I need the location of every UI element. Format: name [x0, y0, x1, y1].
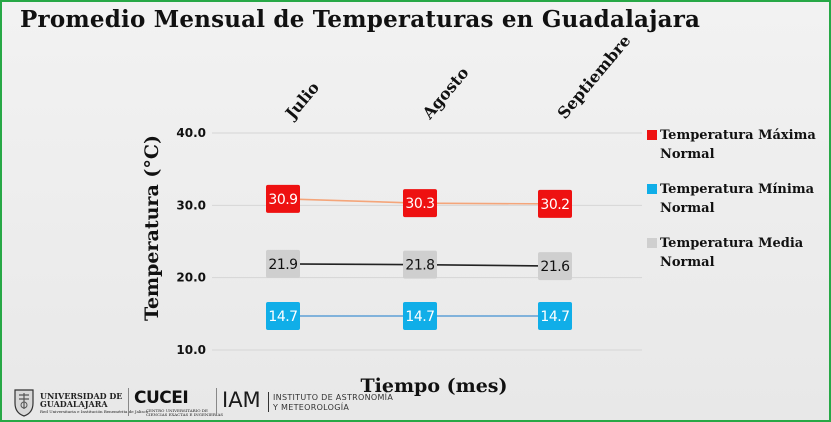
- data-point-box: [266, 249, 300, 278]
- iam-sub-line1: INSTITUTO DE ASTRONOMÍA: [273, 393, 394, 402]
- legend-label-maxima-line2: Normal: [660, 147, 715, 162]
- legend-swatch-maxima: [647, 130, 657, 140]
- iam-divider: [268, 392, 269, 412]
- data-label: 30.9: [268, 192, 297, 208]
- iam-logo: IAM INSTITUTO DE ASTRONOMÍA Y METEOROLOG…: [222, 386, 393, 420]
- cucei-name: CUCEI: [134, 388, 189, 408]
- data-point-box: [538, 252, 572, 281]
- legend-label-maxima-line1: Temperatura Máxima: [660, 128, 816, 143]
- data-label: 21.9: [268, 257, 297, 273]
- footer-logos: UNIVERSIDAD DE GUADALAJARA Red Universit…: [10, 386, 410, 420]
- data-label: 30.3: [405, 196, 434, 212]
- x-category-label: Agosto: [418, 63, 473, 123]
- data-label: 21.8: [405, 258, 434, 274]
- legend-item-minima: Temperatura Mínima Normal: [647, 180, 827, 218]
- udg-name-line2: GUADALAJARA: [40, 399, 108, 409]
- data-label: 30.2: [540, 197, 569, 213]
- data-point-box: [538, 302, 572, 331]
- data-label: 14.7: [540, 309, 569, 325]
- data-label: 14.7: [405, 309, 434, 325]
- y-tick-label: 30.0: [176, 198, 206, 212]
- y-tick-label: 10.0: [176, 343, 206, 357]
- x-axis-title: Tiempo (mes): [361, 375, 508, 397]
- legend-item-maxima: Temperatura Máxima Normal: [647, 126, 827, 164]
- data-label: 14.7: [268, 309, 297, 325]
- legend-label-media-line2: Normal: [660, 255, 715, 270]
- legend-label-minima-line1: Temperatura Mínima: [660, 182, 814, 197]
- legend-label-media-line1: Temperatura Media: [660, 236, 804, 251]
- cucei-logo: CUCEI CENTRO UNIVERSITARIO DE CIENCIAS E…: [134, 386, 223, 420]
- udg-name-line3: Red Universitaria e Institución Beneméri…: [40, 409, 149, 414]
- x-category-label: Septiembre: [554, 31, 635, 122]
- data-label: 21.6: [540, 259, 570, 275]
- data-point-box: [403, 302, 437, 331]
- udg-name-line1: UNIVERSIDAD DE: [40, 391, 123, 401]
- legend-label-minima-line2: Normal: [660, 201, 715, 216]
- data-point-box: [266, 302, 300, 331]
- iam-sub-line2: Y METEOROLOGÍA: [273, 403, 350, 412]
- y-tick-label: 20.0: [176, 271, 206, 285]
- y-tick-label: 40.0: [176, 126, 206, 140]
- data-point-box: [266, 184, 300, 213]
- legend-swatch-media: [647, 238, 657, 248]
- data-point-box: [403, 189, 437, 218]
- footer-divider-1: [128, 388, 129, 416]
- cucei-sub-line1: CENTRO UNIVERSITARIO DE: [146, 408, 208, 413]
- x-category-label: Julio: [280, 78, 323, 124]
- iam-name: IAM: [222, 388, 261, 412]
- legend-swatch-minima: [647, 184, 657, 194]
- udg-crest-icon: [14, 389, 34, 417]
- data-point-box: [538, 189, 572, 218]
- chart-title: Promedio Mensual de Temperaturas en Guad…: [20, 6, 701, 33]
- legend: Temperatura Máxima Normal Temperatura Mí…: [647, 126, 827, 288]
- legend-item-media: Temperatura Media Normal: [647, 234, 827, 272]
- footer-divider-2: [216, 388, 217, 416]
- data-point-box: [403, 250, 437, 279]
- udg-logo: UNIVERSIDAD DE GUADALAJARA Red Universit…: [10, 386, 148, 420]
- y-axis-title: Temperatura (°C): [141, 135, 163, 321]
- cucei-sub-line2: CIENCIAS EXACTAS E INGENIERÍAS: [146, 412, 224, 417]
